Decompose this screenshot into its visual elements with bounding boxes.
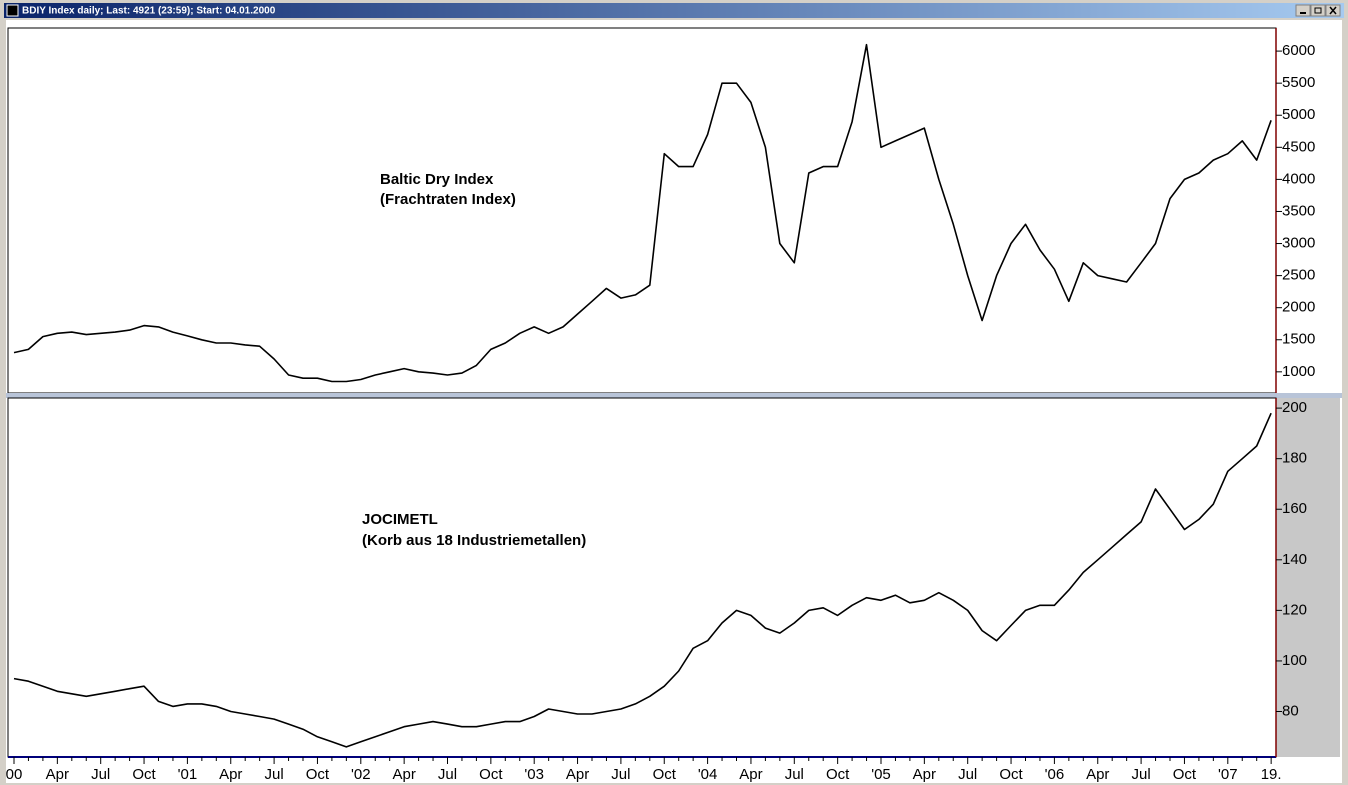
x-tick-label: Oct xyxy=(826,766,850,783)
pane-separator xyxy=(6,393,1342,398)
y-tick-label: 160 xyxy=(1282,500,1307,517)
x-tick-label: Oct xyxy=(479,766,503,783)
y-tick-label: 2500 xyxy=(1282,267,1315,284)
x-tick-label: '04 xyxy=(698,766,718,783)
y-tick-label: 3500 xyxy=(1282,202,1315,219)
annotation: JOCIMETL xyxy=(362,511,438,528)
annotation: (Frachtraten Index) xyxy=(380,191,516,208)
y-tick-label: 6000 xyxy=(1282,42,1315,59)
y-tick-label: 80 xyxy=(1282,702,1299,719)
y-tick-label: 2000 xyxy=(1282,299,1315,316)
x-tick-label: '06 xyxy=(1045,766,1065,783)
close-glyph xyxy=(1329,6,1337,15)
y-tick-label: 1500 xyxy=(1282,331,1315,348)
title-bar xyxy=(4,3,1344,18)
bottom-axis-area xyxy=(1276,398,1340,757)
x-tick-label: Apr xyxy=(913,766,936,783)
x-tick-label: Oct xyxy=(653,766,677,783)
x-tick-label: Apr xyxy=(392,766,415,783)
x-tick-label: Oct xyxy=(999,766,1023,783)
top-pane xyxy=(7,27,1277,394)
annotation: (Korb aus 18 Industriemetallen) xyxy=(362,532,586,549)
window-buttons[interactable] xyxy=(1295,4,1341,17)
x-tick-label: '05 xyxy=(871,766,891,783)
y-tick-label: 4500 xyxy=(1282,138,1315,155)
x-tick-label: Jul xyxy=(611,766,630,783)
y-tick-label: 100 xyxy=(1282,652,1307,669)
y-tick-label: 140 xyxy=(1282,551,1307,568)
y-tick-label: 4000 xyxy=(1282,170,1315,187)
window-icon xyxy=(6,4,19,17)
y-tick-label: 3000 xyxy=(1282,235,1315,252)
window-title: BDIY Index daily; Last: 4921 (23:59); St… xyxy=(22,6,276,17)
x-tick-label: 00 xyxy=(6,766,23,783)
y-tick-label: 1000 xyxy=(1282,363,1315,380)
x-tick-label: '03 xyxy=(524,766,544,783)
x-tick-label: Oct xyxy=(132,766,156,783)
y-tick-label: 5000 xyxy=(1282,106,1315,123)
x-tick-label: Apr xyxy=(739,766,762,783)
y-tick-label: 5500 xyxy=(1282,74,1315,91)
x-tick-label: Jul xyxy=(1132,766,1151,783)
data-line xyxy=(13,43,1272,383)
x-tick-label: 19. xyxy=(1261,766,1282,783)
y-tick-label: 120 xyxy=(1282,601,1307,618)
y-tick-label: 180 xyxy=(1282,450,1307,467)
x-tick-label: '07 xyxy=(1218,766,1238,783)
x-tick-label: Jul xyxy=(91,766,110,783)
restore-glyph xyxy=(1314,7,1322,14)
annotation: Baltic Dry Index xyxy=(380,171,494,188)
x-tick-label: Jul xyxy=(958,766,977,783)
x-tick-label: '02 xyxy=(351,766,371,783)
data-line xyxy=(13,412,1272,748)
y-tick-label: 200 xyxy=(1282,399,1307,416)
x-tick-label: '01 xyxy=(178,766,198,783)
x-tick-label: Apr xyxy=(1086,766,1109,783)
x-tick-label: Apr xyxy=(219,766,242,783)
x-tick-label: Apr xyxy=(566,766,589,783)
top-axis-area xyxy=(1276,28,1340,393)
x-tick-label: Jul xyxy=(265,766,284,783)
restore-button[interactable] xyxy=(1310,4,1326,17)
x-tick-label: Oct xyxy=(1173,766,1197,783)
x-tick-label: Jul xyxy=(438,766,457,783)
x-tick-label: Apr xyxy=(46,766,69,783)
minimize-button[interactable] xyxy=(1295,4,1311,17)
x-tick-label: Jul xyxy=(785,766,804,783)
x-tick-label: Oct xyxy=(306,766,330,783)
